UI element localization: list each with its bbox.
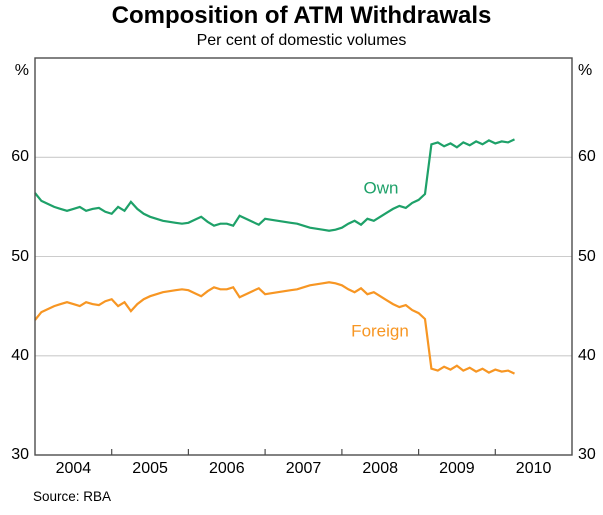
- source-note: Source: RBA: [33, 489, 112, 504]
- percent-unit-label-left: %: [14, 62, 29, 79]
- y-axis-label-right: 50: [578, 247, 596, 265]
- percent-unit-label-right: %: [578, 62, 593, 79]
- x-axis-label: 2010: [515, 460, 552, 477]
- y-axis-label-left: 60: [11, 148, 29, 166]
- y-axis-label-left: 30: [11, 446, 29, 463]
- y-axis-label-right: 30: [578, 446, 596, 463]
- plot-border: [34, 57, 573, 456]
- series-label-own: Own: [363, 178, 399, 198]
- y-axis-label-left: 40: [11, 346, 29, 364]
- x-axis-label: 2008: [362, 460, 398, 477]
- line-own: [34, 138, 515, 232]
- x-axis-label: 2009: [439, 460, 475, 477]
- line-foreign: [34, 281, 515, 375]
- x-axis-label: 2006: [209, 460, 245, 477]
- x-axis-label: 2007: [285, 460, 322, 477]
- y-axis-label-left: 50: [11, 247, 29, 265]
- x-axis-label: 2005: [132, 460, 168, 477]
- chart-title: Composition of ATM Withdrawals: [111, 2, 492, 29]
- y-axis-label-right: 60: [578, 148, 596, 166]
- x-axis-label: 2004: [55, 460, 92, 477]
- series-label-foreign: Foreign: [351, 321, 409, 341]
- y-axis-label-right: 40: [578, 346, 596, 364]
- chart-subtitle: Per cent of domestic volumes: [196, 32, 407, 49]
